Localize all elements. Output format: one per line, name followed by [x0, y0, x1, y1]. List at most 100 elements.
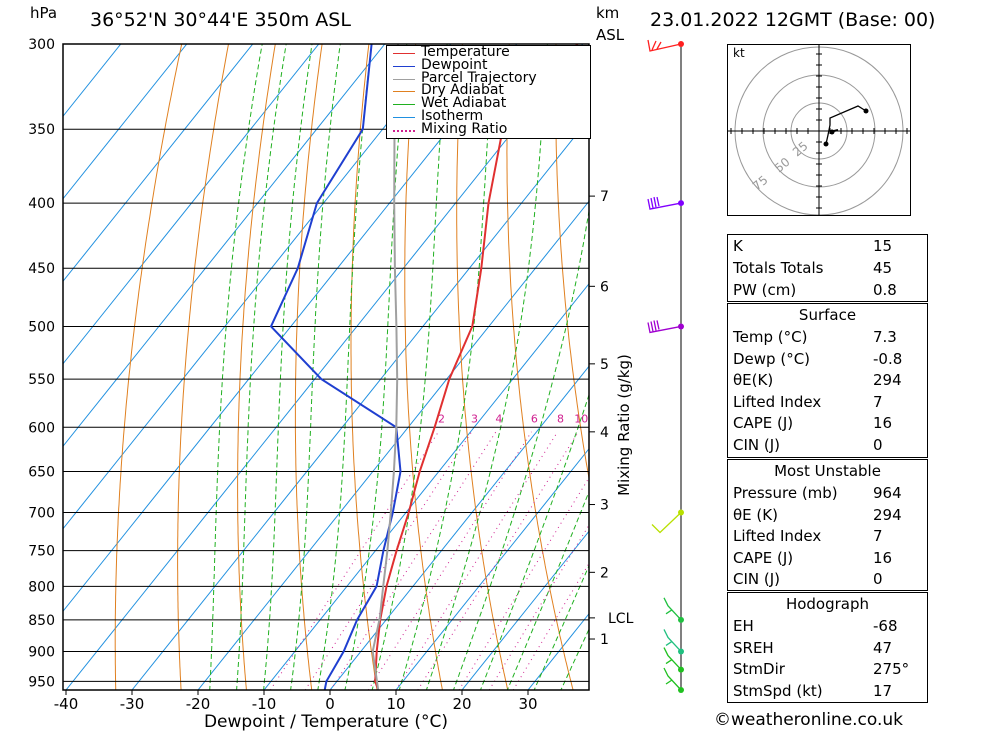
mu-cape-label: CAPE (J)	[733, 549, 794, 567]
mixing-ratio-tick-label: 25	[664, 412, 678, 425]
eh-label: EH	[733, 617, 754, 635]
surface-temp-value: 7.3	[873, 328, 897, 346]
isotherm-line	[63, 44, 386, 448]
surface-dewp-label: Dewp (°C)	[733, 350, 811, 368]
surface-title: Surface	[798, 306, 857, 324]
wet-adiabat-line	[290, 44, 341, 690]
legend-swatch	[393, 104, 415, 106]
k-index-label: K	[733, 237, 743, 255]
wet-adiabat-line	[344, 44, 408, 690]
mu-theta-label: θE (K)	[733, 506, 778, 524]
pressure-tick-label: 700	[28, 505, 55, 521]
hodograph-ring-label: 75	[750, 173, 771, 194]
dry-adiabat-line	[927, 25, 1000, 690]
parcel-trajectory-profile	[371, 44, 399, 690]
km-tick-label: 6	[600, 279, 609, 295]
hodograph-box: 25 50 75 kt	[727, 44, 911, 216]
mu-cape-value: 16	[873, 549, 893, 567]
copyright-footer: ©weatheronline.co.uk	[714, 710, 904, 730]
hodograph-params-title: Hodograph	[785, 595, 870, 613]
mu-theta-value: 294	[873, 506, 902, 524]
hodograph-point	[863, 108, 869, 114]
legend-item: Mixing Ratio	[391, 120, 587, 137]
hodograph-point	[823, 141, 829, 147]
mixing-ratio-tick-label: 8	[557, 412, 564, 425]
wind-barb	[663, 597, 682, 621]
surface-cape-value: 16	[873, 414, 893, 432]
hodograph-trace	[825, 105, 867, 145]
mu-li-value: 7	[873, 527, 883, 545]
x-tick-label: -30	[120, 695, 145, 713]
legend-label: Parcel Trajectory	[421, 69, 537, 86]
legend-label: Dry Adiabat	[421, 82, 504, 99]
legend-swatch	[393, 53, 415, 54]
isotherm-line	[197, 200, 589, 690]
dry-adiabat-line	[456, 44, 509, 690]
legend-item: Parcel Trajectory	[391, 69, 587, 86]
mu-cin-value: 0	[873, 570, 883, 588]
legend-item: Dewpoint	[391, 57, 587, 73]
legend-swatch	[393, 129, 415, 132]
chart-legend: Temperature Dewpoint Parcel Trajectory Dry …	[386, 44, 591, 139]
plot-frame	[62, 43, 590, 691]
mixing-ratio-line	[330, 431, 497, 690]
asl-label: ASL	[596, 26, 625, 44]
legend-label: Temperature	[421, 44, 510, 60]
legend-swatch	[393, 91, 415, 93]
chart-grid: 2 3 4 6 8 10 15 20 25	[63, 25, 1000, 690]
isotherm-line	[263, 282, 589, 690]
km-tick-label: 4	[600, 425, 609, 441]
dry-adiabat-line	[555, 44, 589, 482]
surface-cape-label: CAPE (J)	[733, 414, 794, 432]
surface-li-label: Lifted Index	[733, 393, 822, 411]
wind-barb	[651, 512, 682, 534]
pw-label: PW (cm)	[733, 281, 797, 299]
wet-adiabat-line	[506, 490, 589, 690]
hodograph-ring-label: 50	[772, 155, 793, 176]
mu-cin-label: CIN (J)	[733, 570, 781, 588]
legend-item: Temperature	[391, 44, 587, 60]
mixing-ratio-tick-label: 6	[531, 412, 538, 425]
mixing-ratio-tick-label: 3	[471, 412, 478, 425]
dry-adiabat-line	[237, 44, 276, 690]
mu-pressure-label: Pressure (mb)	[733, 484, 838, 502]
chart-curves	[269, 44, 579, 690]
pressure-tick-label: 350	[28, 122, 55, 138]
wind-barb	[647, 196, 682, 210]
x-tick-label: 20	[452, 695, 471, 713]
legend-label: Mixing Ratio	[421, 120, 508, 137]
surface-cin-value: 0	[873, 436, 883, 454]
pressure-tick-label: 300	[28, 37, 55, 53]
isotherm-line	[63, 44, 188, 200]
legend-swatch	[393, 117, 415, 118]
wet-adiabat-line	[479, 393, 589, 690]
totals-totals-value: 45	[873, 259, 893, 277]
mixing-ratio-axis-label: Mixing Ratio (g/kg)	[615, 354, 633, 496]
pressure-tick-label: 550	[28, 372, 55, 388]
isotherm-line	[131, 117, 589, 690]
pressure-tick-label: 400	[28, 196, 55, 212]
pressure-tick-label: 950	[28, 674, 55, 690]
hodograph-unit-label: kt	[733, 46, 745, 60]
plot-background	[63, 44, 589, 690]
x-tick-label: 10	[386, 695, 405, 713]
pressure-unit-label: hPa	[30, 4, 58, 22]
legend-label: Wet Adiabat	[421, 95, 507, 112]
isotherm-line	[63, 44, 254, 283]
wet-adiabat-line	[236, 44, 287, 690]
dry-adiabat-line	[114, 44, 183, 690]
isotherm-line	[63, 44, 320, 365]
sreh-value: 47	[873, 639, 893, 657]
wet-adiabat-line	[317, 44, 373, 690]
legend-item: Wet Adiabat	[391, 95, 587, 112]
km-tick-label: 3	[600, 498, 609, 514]
surface-dewp-value: -0.8	[873, 350, 903, 368]
wet-adiabat-line	[560, 628, 589, 690]
mixing-ratio-line	[269, 431, 439, 690]
pw-value: 0.8	[873, 281, 897, 299]
stmdir-value: 275°	[873, 660, 910, 678]
legend-item: Isotherm	[391, 108, 587, 124]
legend-label: Isotherm	[421, 108, 484, 124]
pressure-tick-label: 650	[28, 465, 55, 481]
